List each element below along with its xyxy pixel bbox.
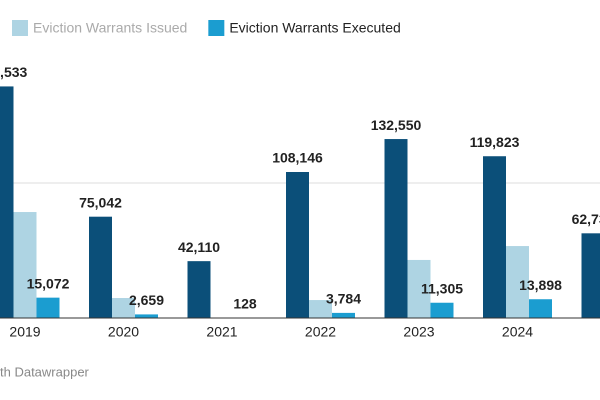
x-tick-label: 2023: [403, 324, 434, 340]
bar: [407, 259, 431, 318]
bar: [529, 299, 552, 318]
value-label: 128: [233, 296, 257, 312]
bar: [187, 261, 211, 318]
bar: [89, 216, 112, 318]
x-tick-label: 2020: [108, 324, 139, 340]
bar: [506, 246, 529, 318]
x-tick-label: 2024: [502, 324, 533, 340]
bar: [332, 312, 355, 318]
x-tick-label: 2019: [9, 324, 40, 340]
bar: [36, 297, 60, 318]
bar: [13, 212, 37, 318]
x-tick-label: 2022: [305, 324, 336, 340]
bar: [286, 172, 309, 318]
value-label: 2,659: [129, 292, 164, 308]
bar: [309, 300, 332, 318]
bar: [384, 139, 408, 318]
value-label: 11,305: [421, 280, 463, 296]
value-label: 3,784: [326, 291, 361, 307]
legend-label: Eviction Warrants Executed: [229, 20, 400, 36]
x-tick-label: 2021: [206, 324, 237, 340]
bar: [0, 86, 14, 318]
value-label: 15,072: [27, 275, 70, 291]
value-label: 13,898: [519, 277, 562, 293]
bar: [112, 298, 135, 318]
value-label: 62,730: [572, 211, 600, 227]
value-label: 171,533: [0, 64, 28, 80]
value-label: 75,042: [79, 194, 122, 210]
value-label: 42,110: [178, 239, 220, 255]
bar: [581, 233, 600, 318]
value-label: 108,146: [272, 150, 323, 166]
legend-swatch: [12, 20, 28, 36]
value-label: 119,823: [470, 134, 520, 150]
footer: th Datawrapper: [0, 364, 90, 379]
bar: [135, 314, 158, 318]
value-label: 132,550: [371, 117, 422, 133]
bar: [430, 302, 454, 318]
bar: [483, 156, 506, 318]
legend-label: Eviction Warrants Issued: [33, 20, 187, 36]
legend-swatch: [208, 20, 225, 36]
